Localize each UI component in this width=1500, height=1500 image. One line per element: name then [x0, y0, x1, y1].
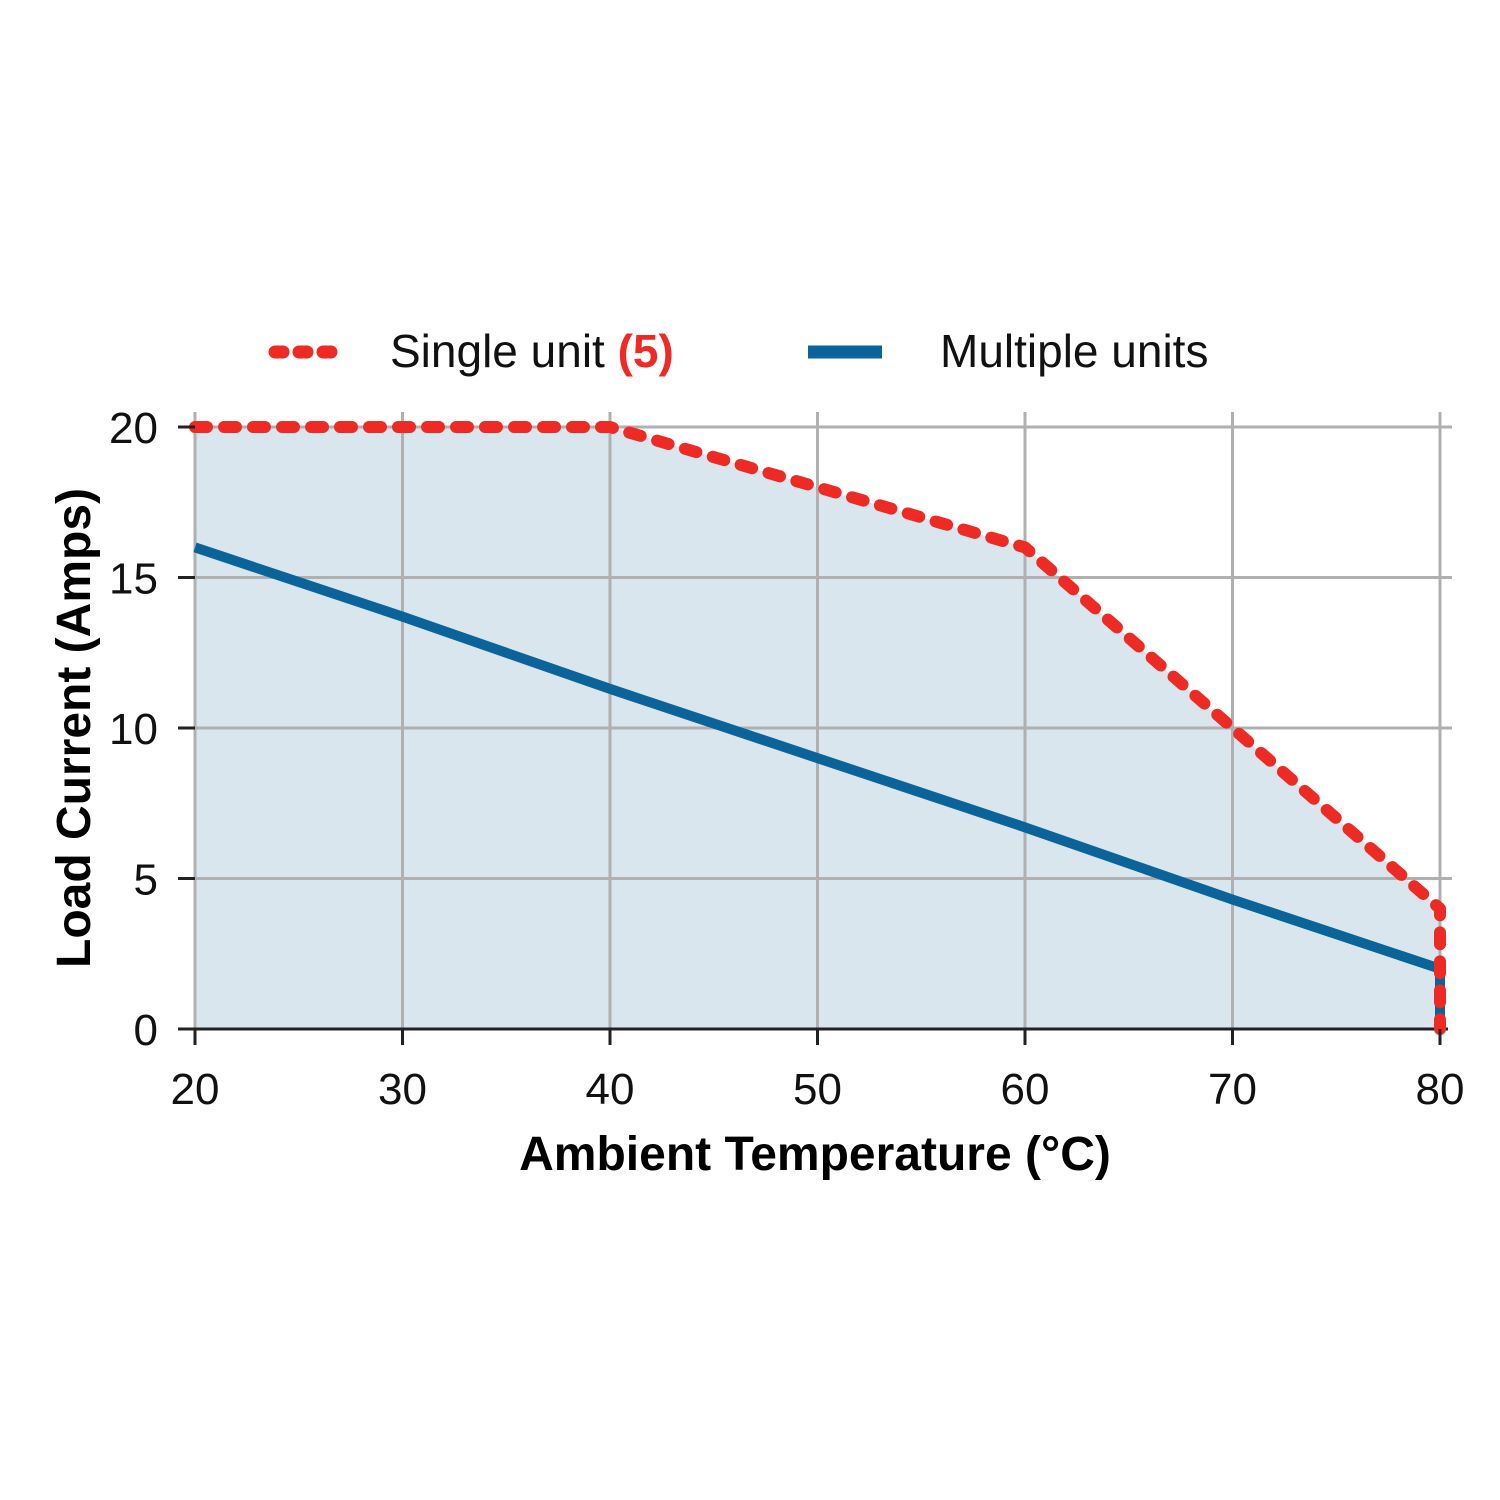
x-tick-label: 70 [1208, 1065, 1257, 1114]
y-tick-label: 10 [109, 705, 158, 754]
y-axis-ticks: 0 5 10 15 20 [109, 404, 195, 1055]
legend-item-single-unit: Single unit (5) [268, 325, 674, 377]
y-tick-label: 0 [134, 1006, 158, 1055]
legend-label-multiple: Multiple units [940, 325, 1208, 377]
legend-label-single: Single unit (5) [390, 325, 674, 377]
y-axis-title: Load Current (Amps) [48, 488, 101, 968]
y-tick-label: 15 [109, 555, 158, 604]
legend: Single unit (5) Multiple units [268, 325, 1208, 377]
axes [178, 412, 1448, 1031]
x-tick-label: 20 [171, 1065, 220, 1114]
series-single-unit-line [189, 421, 1446, 1035]
legend-item-multiple-units: Multiple units [808, 325, 1208, 377]
y-tick-label: 5 [134, 856, 158, 905]
x-axis-title: Ambient Temperature (°C) [519, 1128, 1111, 1181]
x-tick-label: 30 [378, 1065, 427, 1114]
x-tick-label: 50 [793, 1065, 842, 1114]
series-multiple-units-line [193, 542, 1445, 1029]
legend-note: (5) [618, 325, 674, 377]
plot-area: 20 30 40 50 60 70 80 0 5 10 15 20 [109, 404, 1464, 1114]
y-tick-label: 20 [109, 404, 158, 453]
x-tick-label: 80 [1416, 1065, 1465, 1114]
x-tick-label: 60 [1001, 1065, 1050, 1114]
x-axis-ticks: 20 30 40 50 60 70 80 [171, 1029, 1465, 1114]
x-tick-label: 40 [586, 1065, 635, 1114]
